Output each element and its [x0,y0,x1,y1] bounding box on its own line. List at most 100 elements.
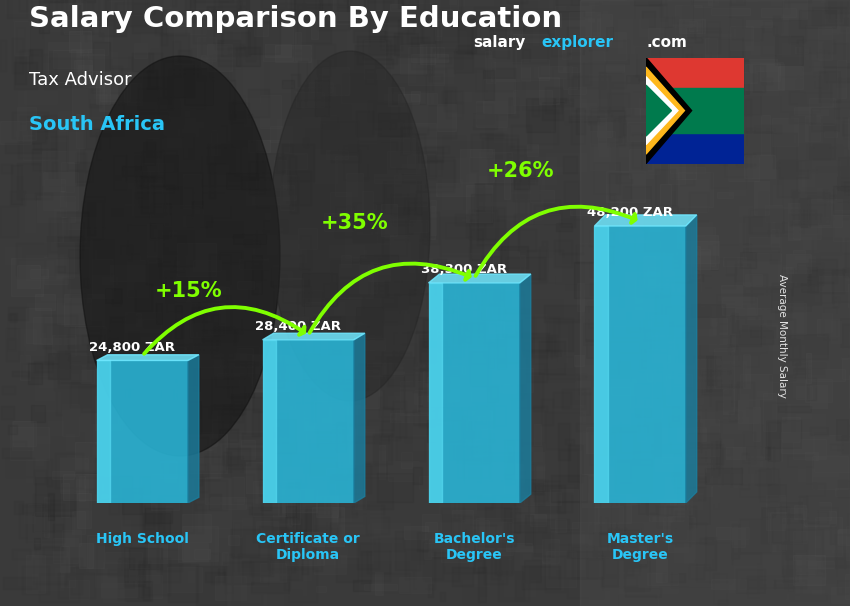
Bar [749,209,783,233]
Bar [470,149,492,157]
Bar [366,362,404,376]
Bar [553,253,560,276]
Bar [118,398,133,424]
Bar [489,465,512,481]
Bar [337,494,368,511]
Bar [658,201,664,238]
Bar [674,453,681,493]
Bar [558,493,572,512]
Bar [517,380,551,419]
Bar [174,25,212,64]
Bar [566,84,571,107]
Bar [237,0,246,25]
Bar [133,310,152,341]
Bar [415,331,448,363]
Bar [796,589,816,594]
Bar [283,172,323,201]
Bar [37,196,75,222]
Bar [684,206,710,219]
Text: Certificate or
Diploma: Certificate or Diploma [257,531,360,562]
Bar [699,96,735,134]
Bar [321,117,338,128]
Bar [24,90,57,104]
Bar [77,65,92,75]
Bar [805,369,825,399]
Bar [360,122,398,160]
Bar [643,293,662,331]
Bar [645,252,672,275]
Bar [824,67,850,81]
Bar [762,116,770,155]
Bar [789,19,806,43]
Bar [567,53,602,78]
Bar [213,365,230,404]
Bar [69,0,80,4]
Bar [743,0,756,1]
Bar [686,54,702,63]
Bar [642,399,662,419]
Bar [437,79,457,104]
Bar [774,185,780,222]
Bar [687,124,720,144]
Bar [649,496,676,504]
Bar [218,437,228,472]
Bar [534,405,547,411]
Bar [838,529,850,545]
Bar [418,147,443,162]
Bar [435,18,441,40]
Bar [365,330,374,359]
Bar [778,531,805,551]
Bar [316,385,351,425]
Bar [612,321,639,338]
Bar [232,58,264,76]
Bar [211,553,219,584]
Bar [215,460,239,486]
Polygon shape [428,274,530,283]
Bar [477,210,496,245]
Bar [452,567,473,586]
Bar [706,160,743,179]
Bar [9,313,17,322]
Bar [747,51,761,63]
Bar [13,371,29,376]
Bar [589,0,602,8]
Bar [813,311,836,347]
Bar [589,146,620,181]
Bar [751,22,790,54]
Bar [706,591,721,597]
Bar [183,174,201,208]
Bar [427,218,451,239]
Bar [663,235,677,264]
Bar [504,580,535,596]
Bar [733,91,761,115]
Bar [736,568,765,593]
Bar [651,315,668,336]
Bar [118,561,143,599]
Bar [620,116,651,145]
Bar [62,219,86,242]
Bar [205,281,230,293]
Bar [191,298,201,317]
Bar [762,78,773,84]
Bar [765,205,782,222]
Bar [685,140,697,153]
Bar [110,265,148,281]
Bar [384,70,422,87]
Bar [222,365,243,403]
Bar [155,22,186,35]
Bar [338,277,371,295]
Bar [729,315,761,346]
Bar [643,319,673,338]
Bar [282,81,294,88]
Bar [88,536,122,574]
Bar [209,163,215,198]
Bar [673,0,692,27]
Bar [434,552,460,558]
Bar [44,0,75,2]
Bar [270,394,301,418]
Bar [809,98,835,125]
Bar [382,239,406,256]
Bar [826,455,838,476]
Bar [515,572,524,601]
Bar [812,456,847,489]
